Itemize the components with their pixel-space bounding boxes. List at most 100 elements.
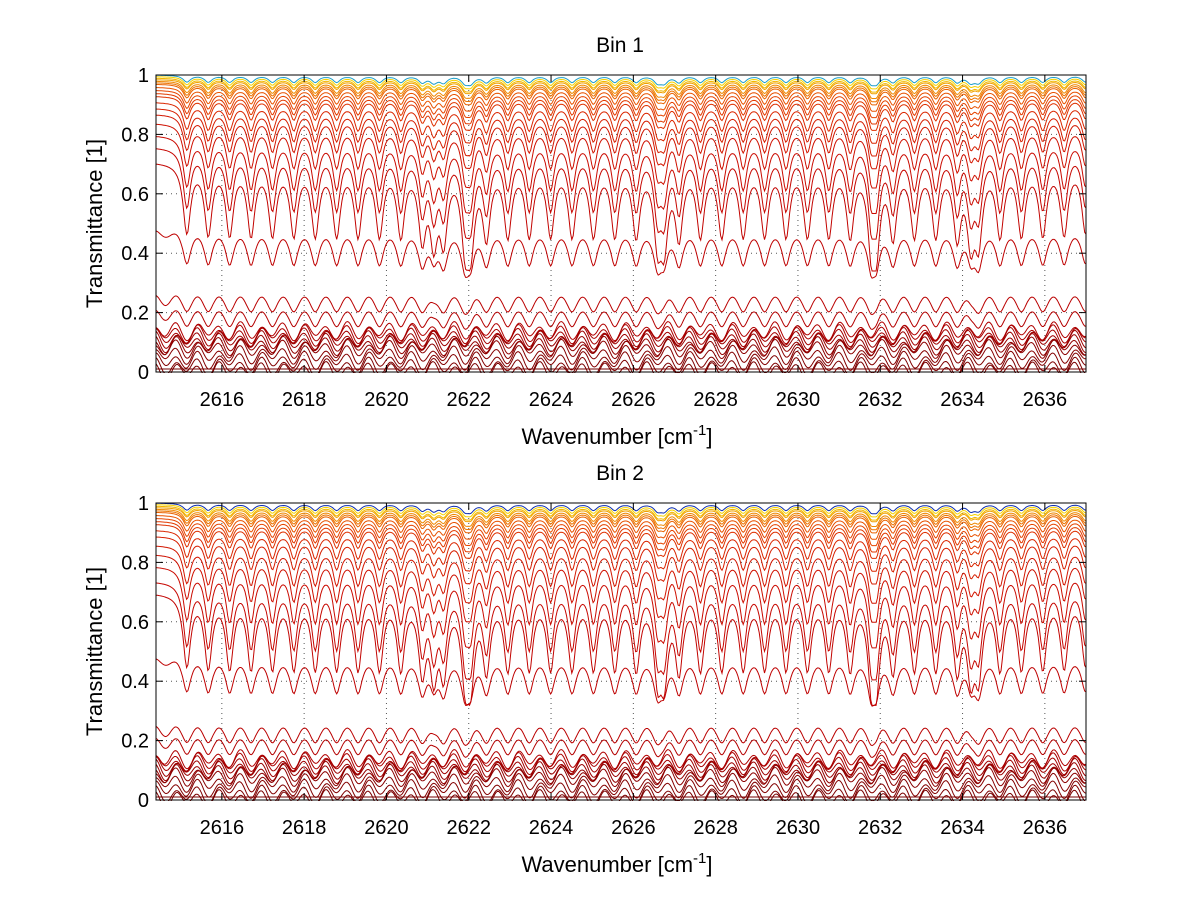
series-line [156, 512, 1086, 534]
series-line [156, 76, 1086, 90]
series-line [156, 102, 1086, 144]
series-line [156, 515, 1086, 540]
series-line [156, 507, 1086, 523]
y-tick-label: 0.6 [121, 184, 149, 206]
x-tick-label: 2624 [529, 817, 574, 839]
series-line [156, 338, 1086, 360]
x-tick-label: 2622 [446, 817, 491, 839]
x-tick-label: 2624 [529, 389, 574, 411]
series-line [156, 554, 1086, 623]
series-line [156, 79, 1086, 95]
chart-bin-1: 2616 2618 2620 2622 2624 2626 2628 2630 2632 2634… [82, 34, 1087, 449]
chart-bin-2: 2616 2618 2620 2622 2624 2626 2628 2630 2632 2634… [82, 462, 1087, 877]
series-line [156, 74, 1086, 87]
series-line [156, 789, 1082, 801]
series-line [156, 524, 1086, 559]
y-tick-label: 1 [138, 65, 149, 87]
x-tick-label: 2634 [940, 817, 985, 839]
plot-area [156, 503, 1086, 800]
series-line [156, 508, 1086, 527]
x-tick-label: 2636 [1023, 389, 1068, 411]
series-line [156, 344, 1086, 366]
series-line [156, 329, 1086, 351]
y-tick-label: 1 [138, 493, 149, 515]
series-line [156, 778, 1086, 800]
series-line [156, 784, 1086, 801]
series-line [156, 737, 1086, 759]
x-tick-label: 2620 [364, 389, 409, 411]
series-line [156, 82, 1086, 103]
series-line [156, 658, 1086, 707]
x-tick-label: 2628 [693, 817, 738, 839]
series-line [156, 309, 1086, 331]
series-line [156, 84, 1086, 106]
series-line [156, 504, 1086, 518]
x-tick-label: 2622 [446, 389, 491, 411]
y-tick-label: 0.2 [121, 731, 149, 753]
y-axis-label: Transmittance [1] [82, 139, 107, 308]
x-tick-label: 2636 [1023, 817, 1068, 839]
series-line [156, 594, 1086, 707]
axes-frame [155, 502, 1087, 801]
x-tick-label: 2632 [858, 817, 903, 839]
series-line [156, 114, 1086, 170]
y-tick-label: 0.4 [121, 243, 149, 265]
series-line [156, 545, 1086, 604]
x-tick-label: 2630 [776, 817, 821, 839]
y-tick-label: 0 [138, 790, 149, 812]
x-tick-label: 2620 [364, 817, 409, 839]
series-line [156, 725, 1086, 747]
x-tick-label: 2616 [200, 817, 245, 839]
y-tick-label: 0.8 [121, 552, 149, 574]
series-line [156, 536, 1086, 585]
series-line [156, 80, 1086, 99]
x-tick-label: 2634 [940, 389, 985, 411]
series-line [156, 766, 1086, 788]
series-line [156, 350, 1086, 372]
x-tick-label: 2632 [858, 389, 903, 411]
y-tick-label: 0.2 [121, 303, 149, 325]
series-group [156, 502, 1086, 801]
series-line [156, 582, 1086, 681]
x-tick-label: 2626 [611, 389, 656, 411]
series-line [156, 148, 1086, 240]
x-tick-label: 2618 [282, 817, 327, 839]
series-line [156, 502, 1086, 515]
series-line [156, 518, 1086, 547]
series-line [156, 505, 1086, 521]
chart-title: Bin 2 [596, 462, 644, 485]
series-line [156, 361, 1082, 373]
y-tick-label: 0 [138, 362, 149, 384]
series-line [156, 108, 1086, 157]
axes-frame [155, 74, 1087, 373]
series-line [156, 87, 1086, 112]
y-tick-label: 0.8 [121, 124, 149, 146]
y-tick-label: 0.4 [121, 671, 149, 693]
x-axis-label: Wavenumber [cm-1] [521, 850, 712, 877]
series-line [156, 772, 1086, 794]
series-line [156, 295, 1086, 316]
series-line [156, 93, 1086, 125]
x-axis-label: Wavenumber [cm-1] [521, 422, 712, 449]
series-line [156, 510, 1086, 531]
y-axis-label: Transmittance [1] [82, 567, 107, 736]
series-line [156, 77, 1086, 93]
plot-area [156, 75, 1086, 372]
x-tick-label: 2630 [776, 389, 821, 411]
series-line [156, 521, 1086, 553]
series-line [156, 230, 1086, 279]
x-tick-label: 2616 [200, 389, 245, 411]
chart-title: Bin 1 [596, 34, 644, 57]
y-tick-label: 0.6 [121, 612, 149, 634]
series-line [156, 90, 1086, 119]
series-line [156, 163, 1086, 272]
series-line [156, 530, 1086, 572]
series-line [156, 356, 1086, 373]
x-tick-label: 2618 [282, 389, 327, 411]
series-line [156, 757, 1086, 779]
series-line [156, 567, 1086, 649]
x-tick-label: 2626 [611, 817, 656, 839]
series-line [156, 96, 1086, 131]
x-tick-label: 2628 [693, 389, 738, 411]
